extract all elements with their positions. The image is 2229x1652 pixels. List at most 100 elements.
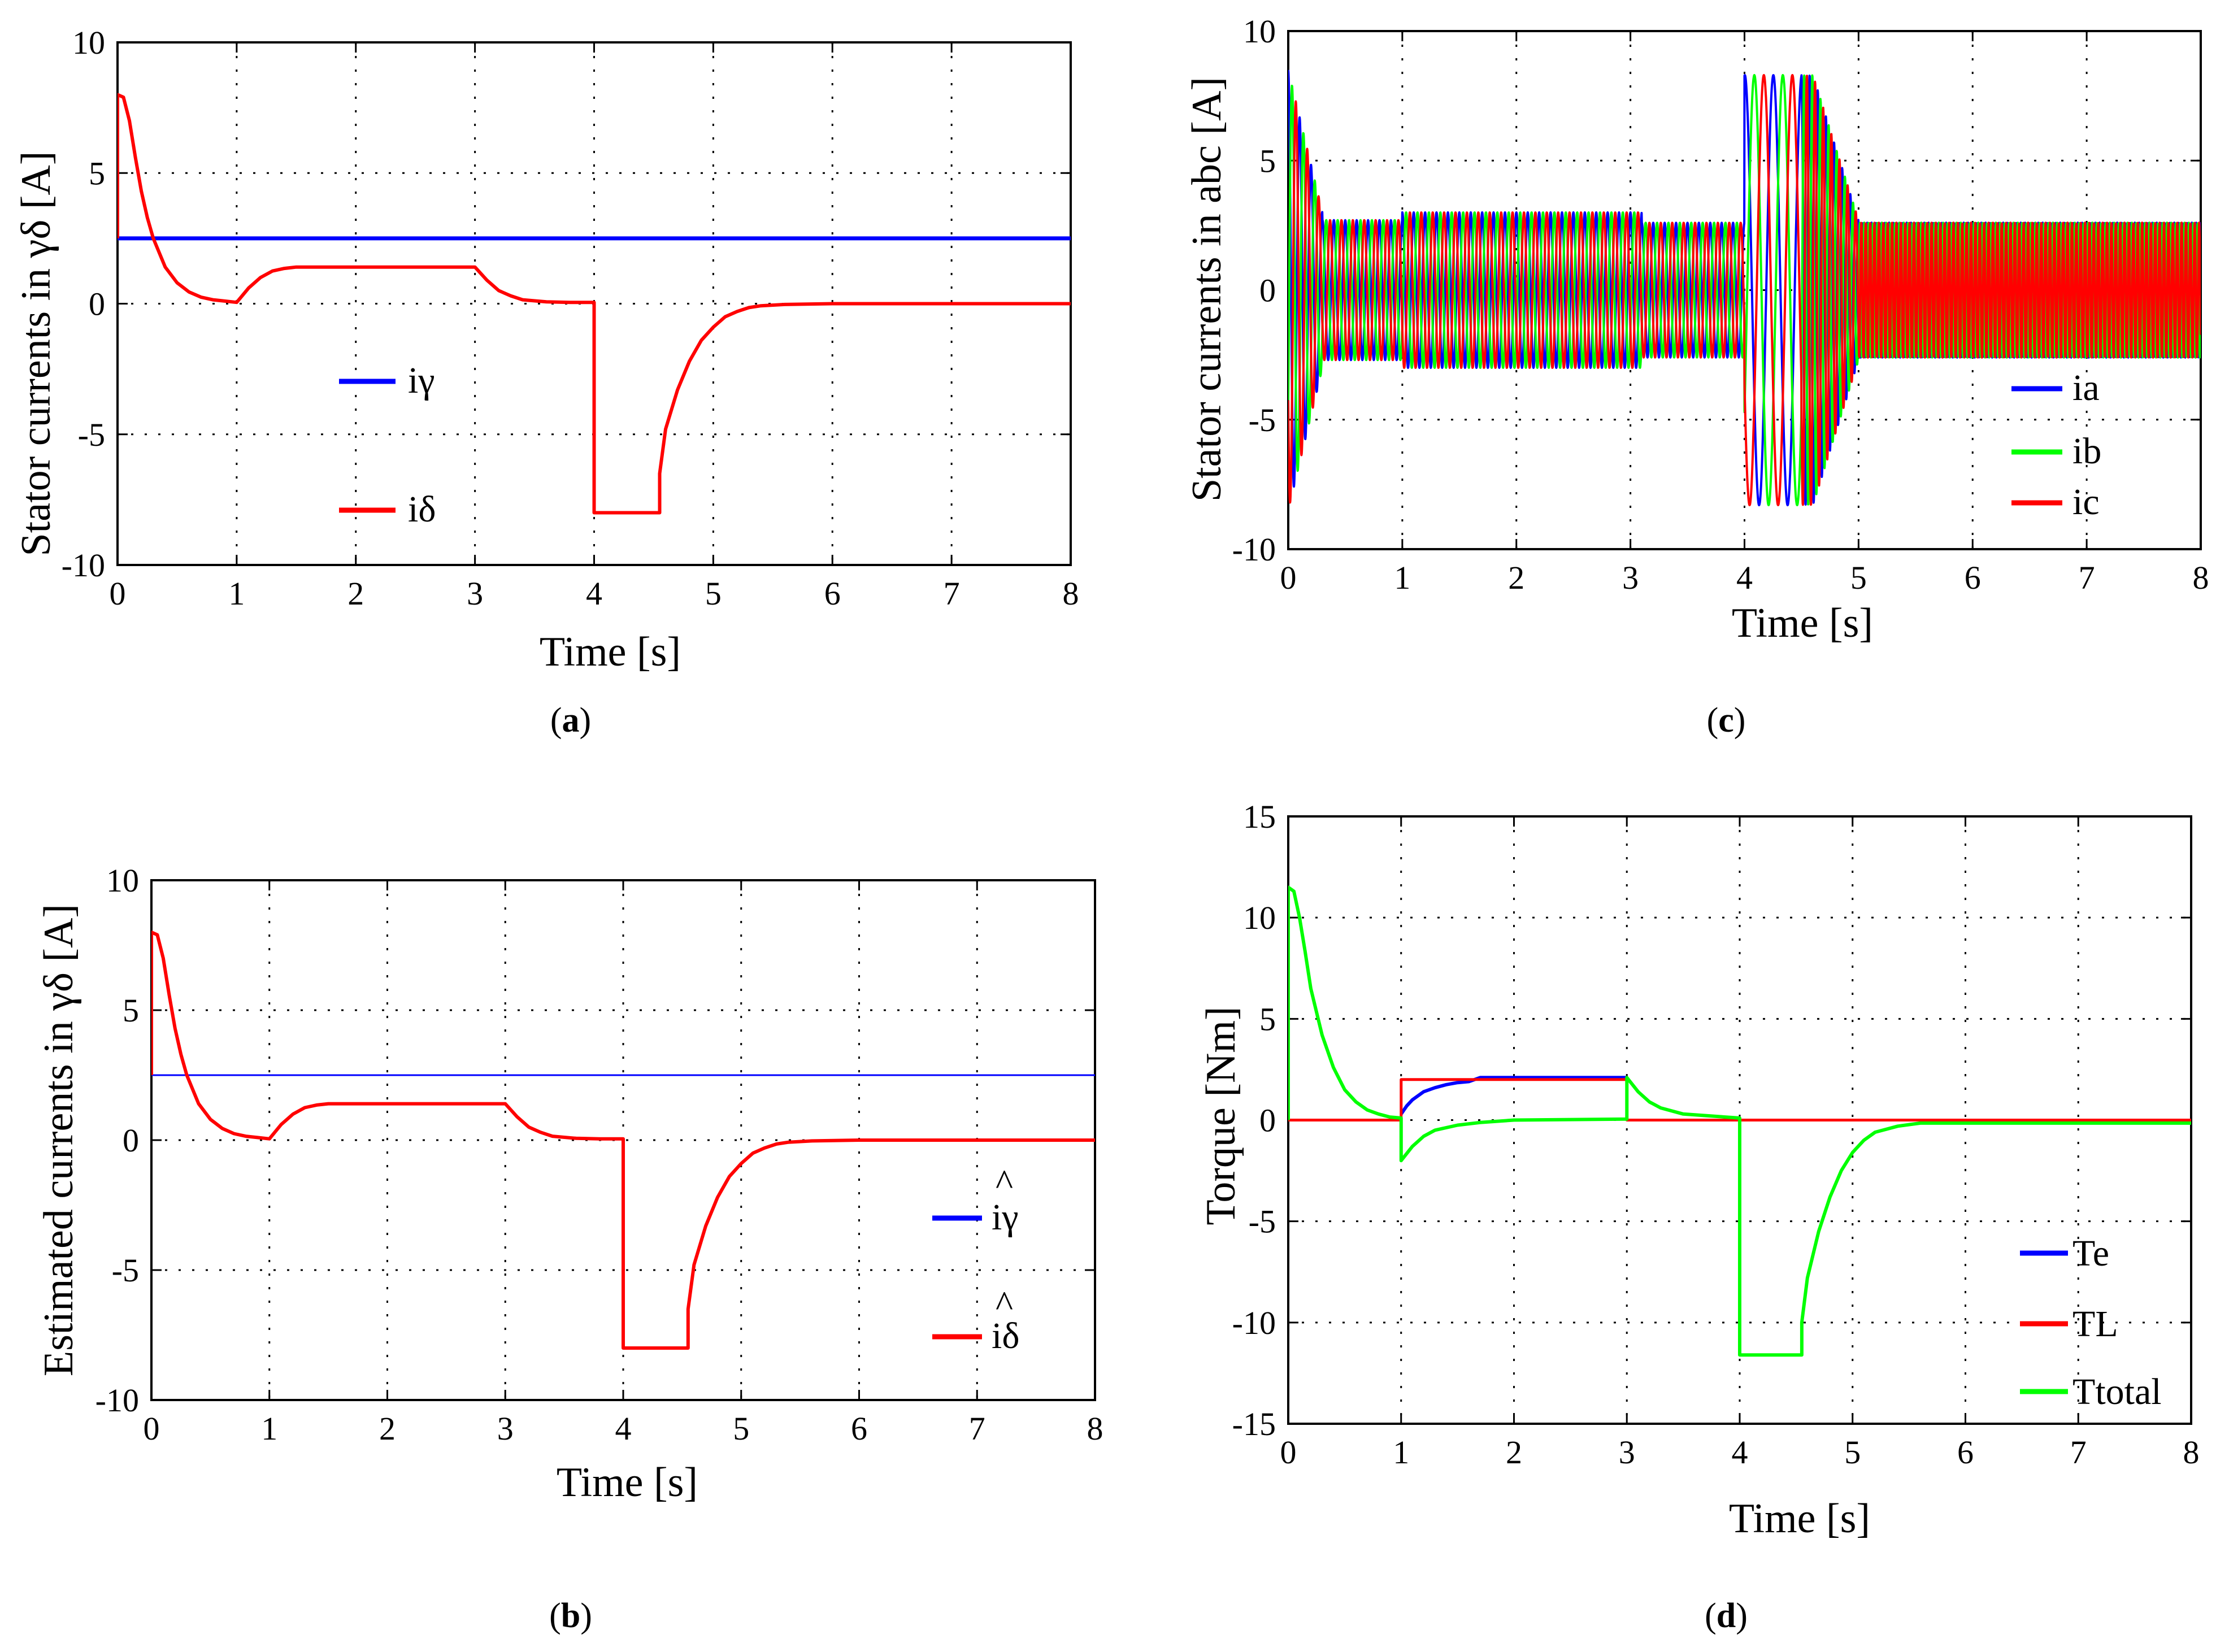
series-line-TL xyxy=(1288,1078,2191,1121)
y-tick-label: 0 xyxy=(1259,272,1276,309)
legend-hat-igamma: ^ xyxy=(996,1162,1013,1203)
y-tick-label: 10 xyxy=(72,24,105,61)
x-tick-label: 7 xyxy=(969,1410,985,1447)
x-tick-label: 1 xyxy=(261,1410,277,1447)
y-tick-label: 0 xyxy=(89,286,105,323)
x-tick-label: 4 xyxy=(615,1410,632,1447)
panel-a-caption: (a) xyxy=(550,701,591,740)
x-tick-label: 2 xyxy=(1508,559,1524,596)
x-tick-label: 6 xyxy=(1957,1434,1974,1471)
panel-d-xlabel: Time [s] xyxy=(1729,1496,1870,1542)
x-tick-label: 1 xyxy=(1393,1434,1409,1471)
panel-d-series xyxy=(1288,885,2191,1357)
panel-c: 0 1 2 3 4 5 6 7 8 -10 -5 0 5 10 Stator currents in ab… xyxy=(1184,13,2209,740)
legend-label-igamma-est: iγ xyxy=(992,1197,1019,1238)
panel-c-caption-letter: c xyxy=(1718,701,1734,740)
panel-b-ylabel: Estimated currents in γδ [A] xyxy=(36,904,82,1376)
x-tick-label: 4 xyxy=(1736,559,1753,596)
x-tick-label: 2 xyxy=(379,1410,396,1447)
y-tick-label: -10 xyxy=(1232,1305,1276,1341)
x-tick-label: 3 xyxy=(1622,559,1639,596)
x-tick-label: 8 xyxy=(2183,1434,2200,1471)
y-tick-label: 5 xyxy=(89,155,105,192)
panel-c-ylabel: Stator currents in abc [A] xyxy=(1184,77,1230,502)
panel-c-series xyxy=(1288,69,2201,507)
legend-label-te: Te xyxy=(2072,1233,2109,1274)
panel-a-ylabel: Stator currents in γδ [A] xyxy=(13,151,59,557)
panel-b-series xyxy=(151,931,1095,1350)
x-tick-label: 6 xyxy=(824,575,841,612)
y-tick-label: 15 xyxy=(1243,798,1276,835)
x-tick-label: 1 xyxy=(228,575,245,612)
panel-b-plot-area: 0 1 2 3 4 5 6 7 8 -10 -5 0 5 10 xyxy=(95,862,1103,1447)
legend-label-tl: TL xyxy=(2072,1303,2118,1345)
x-tick-label: 8 xyxy=(1087,1410,1103,1447)
panel-b-caption-letter: b xyxy=(561,1597,580,1635)
panel-d-ylabel: Torque [Nm] xyxy=(1198,1006,1244,1225)
y-tick-label: -10 xyxy=(62,547,105,584)
x-tick-label: 0 xyxy=(144,1410,160,1447)
x-tick-label: 7 xyxy=(944,575,960,612)
y-tick-label: 10 xyxy=(1243,899,1276,936)
y-tick-label: 5 xyxy=(123,992,139,1029)
x-tick-label: 0 xyxy=(1280,559,1297,596)
y-tick-label: 10 xyxy=(1243,13,1276,50)
x-tick-label: 4 xyxy=(1732,1434,1748,1471)
x-tick-label: 1 xyxy=(1394,559,1410,596)
x-tick-label: 5 xyxy=(1850,559,1867,596)
y-tick-label: -10 xyxy=(1232,531,1276,568)
legend-label-igamma: iγ xyxy=(408,360,435,401)
legend-label-idelta-est: iδ xyxy=(992,1315,1019,1357)
y-tick-label: 0 xyxy=(1259,1102,1276,1139)
series-line-iδ xyxy=(151,931,1095,1350)
x-tick-label: 3 xyxy=(467,575,483,612)
panel-c-xlabel: Time [s] xyxy=(1732,600,1873,646)
x-tick-label: 5 xyxy=(733,1410,749,1447)
panel-a-series xyxy=(118,93,1071,515)
y-tick-label: -5 xyxy=(1249,402,1276,438)
x-tick-label: 7 xyxy=(2079,559,2095,596)
y-tick-label: 5 xyxy=(1259,1001,1276,1037)
panel-b-legend: ^ iγ ^ iδ xyxy=(932,1162,1019,1357)
legend-hat-idelta: ^ xyxy=(996,1284,1013,1325)
y-tick-label: -5 xyxy=(1249,1203,1276,1240)
legend-label-ic: ic xyxy=(2072,481,2100,523)
panel-a-xlabel: Time [s] xyxy=(540,629,681,675)
x-tick-label: 2 xyxy=(1506,1434,1522,1471)
y-tick-label: -15 xyxy=(1232,1406,1276,1442)
legend-label-ttotal: Ttotal xyxy=(2072,1371,2162,1412)
x-tick-label: 5 xyxy=(1844,1434,1861,1471)
series-line-iδ xyxy=(118,93,1071,515)
x-tick-label: 4 xyxy=(586,575,602,612)
x-tick-label: 8 xyxy=(2193,559,2209,596)
panel-d: 0 1 2 3 4 5 6 7 8 -15 -10 -5 0 5 10 15 Torque [Nm] Time… xyxy=(1198,798,2200,1635)
y-tick-label: -10 xyxy=(95,1382,139,1419)
panel-a: 0 1 2 3 4 5 6 7 8 -10 -5 0 5 10 Stator currents in γδ… xyxy=(13,24,1079,740)
x-tick-label: 2 xyxy=(347,575,364,612)
panel-b-caption: (b) xyxy=(549,1597,592,1635)
x-tick-label: 5 xyxy=(705,575,722,612)
panel-c-caption: (c) xyxy=(1707,701,1746,740)
panel-b-xlabel: Time [s] xyxy=(557,1459,698,1506)
legend-label-ia: ia xyxy=(2072,367,2100,408)
x-tick-label: 3 xyxy=(497,1410,514,1447)
x-tick-label: 6 xyxy=(1965,559,1981,596)
x-tick-label: 6 xyxy=(851,1410,867,1447)
legend-label-idelta: iδ xyxy=(408,489,436,530)
x-tick-label: 3 xyxy=(1619,1434,1635,1471)
x-tick-label: 7 xyxy=(2070,1434,2087,1471)
panel-c-plot-area: 0 1 2 3 4 5 6 7 8 -10 -5 0 5 10 xyxy=(1232,13,2209,596)
legend-label-ib: ib xyxy=(2072,431,2101,472)
x-tick-label: 0 xyxy=(1280,1434,1297,1471)
panel-d-caption: (d) xyxy=(1705,1597,1748,1635)
panel-d-caption-letter: d xyxy=(1717,1597,1736,1635)
series-line-Ttotal xyxy=(1288,885,2191,1357)
series-line-ic xyxy=(1288,74,2201,506)
panel-c-legend: ia ib ic xyxy=(2011,367,2101,523)
y-tick-label: 10 xyxy=(106,862,139,899)
panel-d-legend: Te TL Ttotal xyxy=(2020,1233,2162,1412)
y-tick-label: -5 xyxy=(112,1252,139,1289)
x-tick-label: 0 xyxy=(110,575,126,612)
panel-d-plot-area: 0 1 2 3 4 5 6 7 8 -15 -10 -5 0 5 10 15 xyxy=(1232,798,2200,1471)
